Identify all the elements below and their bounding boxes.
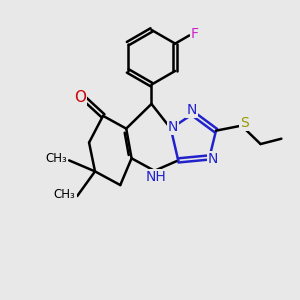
Text: CH₃: CH₃	[46, 152, 68, 165]
Text: CH₃: CH₃	[54, 188, 76, 201]
Text: N: N	[186, 103, 197, 117]
Text: F: F	[191, 27, 199, 41]
Text: O: O	[74, 90, 86, 105]
Text: N: N	[168, 120, 178, 134]
Text: N: N	[208, 152, 218, 166]
Text: NH: NH	[146, 170, 166, 184]
Text: S: S	[240, 116, 249, 130]
